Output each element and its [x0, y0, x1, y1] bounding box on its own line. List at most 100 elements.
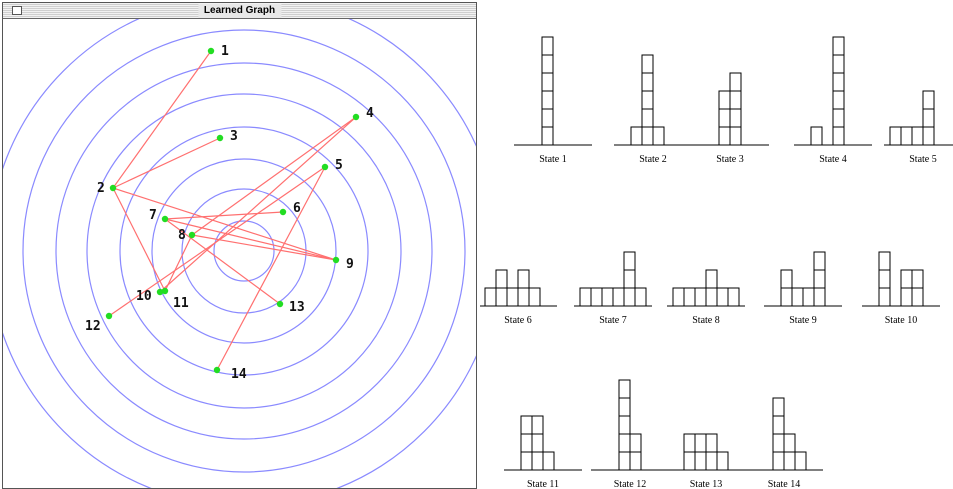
- node-dot[interactable]: [276, 300, 284, 308]
- graph-node-4[interactable]: 4: [352, 106, 374, 121]
- block: [590, 287, 603, 307]
- state-label: State 12: [614, 479, 647, 489]
- block: [772, 433, 785, 453]
- close-box-icon[interactable]: [12, 6, 22, 15]
- block: [623, 269, 636, 289]
- node-label: 1: [221, 44, 229, 59]
- graph-node-9[interactable]: 9: [332, 256, 354, 272]
- node-dot[interactable]: [213, 366, 221, 374]
- graph-node-3[interactable]: 3: [216, 129, 238, 144]
- node-label: 6: [293, 201, 301, 216]
- block: [531, 415, 544, 435]
- state-label: State 1: [539, 154, 567, 165]
- edge-6-7: [164, 211, 284, 220]
- state-diagram: State 7: [574, 251, 652, 326]
- block: [922, 126, 935, 146]
- block: [641, 108, 654, 128]
- block: [729, 72, 742, 92]
- block: [878, 251, 891, 271]
- graph-node-2[interactable]: 2: [97, 181, 117, 196]
- block: [634, 287, 647, 307]
- block: [878, 287, 891, 307]
- node-dot[interactable]: [109, 184, 117, 192]
- block: [718, 90, 731, 110]
- block: [694, 433, 707, 453]
- block: [495, 287, 508, 307]
- block: [618, 451, 631, 471]
- graph-node-12[interactable]: 12: [85, 312, 113, 334]
- block: [832, 108, 845, 128]
- state-label: State 9: [789, 315, 817, 326]
- block: [683, 451, 696, 471]
- block: [517, 269, 530, 289]
- block: [772, 451, 785, 471]
- node-dot[interactable]: [352, 113, 360, 121]
- block: [541, 108, 554, 128]
- block: [517, 287, 530, 307]
- block: [729, 126, 742, 146]
- node-dot[interactable]: [332, 256, 340, 264]
- state-diagram: State 9: [764, 251, 842, 326]
- node-dot[interactable]: [188, 231, 196, 239]
- node-dot[interactable]: [161, 215, 169, 223]
- state-diagram: State 6: [480, 269, 557, 326]
- block: [601, 287, 614, 307]
- graph-node-8[interactable]: 8: [178, 228, 196, 243]
- block: [641, 54, 654, 74]
- block: [716, 451, 729, 471]
- block: [705, 451, 718, 471]
- graph-node-6[interactable]: 6: [279, 201, 301, 216]
- block: [641, 126, 654, 146]
- block: [911, 287, 924, 307]
- graph-node-1[interactable]: 1: [207, 44, 229, 59]
- window-titlebar[interactable]: Learned Graph: [3, 3, 476, 19]
- state-diagram: State 13: [667, 433, 745, 489]
- graph-node-14[interactable]: 14: [213, 366, 247, 382]
- state-label: State 11: [527, 479, 559, 489]
- block: [791, 287, 804, 307]
- block: [813, 287, 826, 307]
- graph-node-5[interactable]: 5: [321, 158, 343, 173]
- block: [878, 269, 891, 289]
- block: [630, 126, 643, 146]
- block: [727, 287, 740, 307]
- node-dot[interactable]: [207, 47, 215, 55]
- ring-1: [213, 220, 275, 282]
- ring-3: [151, 158, 337, 344]
- block: [772, 415, 785, 435]
- node-label: 4: [366, 106, 374, 121]
- block: [813, 269, 826, 289]
- node-label: 14: [231, 367, 247, 382]
- block: [623, 251, 636, 271]
- node-dot[interactable]: [279, 208, 287, 216]
- concentric-rings: [3, 19, 476, 488]
- node-dot[interactable]: [216, 134, 224, 142]
- block: [832, 54, 845, 74]
- graph-node-11[interactable]: 11: [161, 287, 189, 311]
- graph-node-10[interactable]: 10: [136, 288, 164, 304]
- node-dot[interactable]: [321, 163, 329, 171]
- block: [780, 269, 793, 289]
- node-label: 13: [289, 300, 305, 315]
- block: [520, 451, 533, 471]
- block: [911, 269, 924, 289]
- ring-2: [181, 188, 307, 314]
- node-dot[interactable]: [105, 312, 113, 320]
- node-dot[interactable]: [156, 288, 164, 296]
- block: [531, 451, 544, 471]
- state-diagram: State 1: [514, 36, 592, 165]
- edge-5-14: [216, 166, 326, 371]
- block: [541, 36, 554, 56]
- node-label: 9: [346, 257, 354, 272]
- block: [705, 269, 718, 289]
- node-dot[interactable]: [161, 287, 169, 295]
- graph-node-7[interactable]: 7: [149, 208, 169, 223]
- graph-node-13[interactable]: 13: [276, 300, 305, 315]
- block: [780, 287, 793, 307]
- block: [629, 433, 642, 453]
- block: [618, 397, 631, 417]
- state-diagram: State 12: [591, 379, 669, 489]
- edge-4-8: [191, 116, 357, 236]
